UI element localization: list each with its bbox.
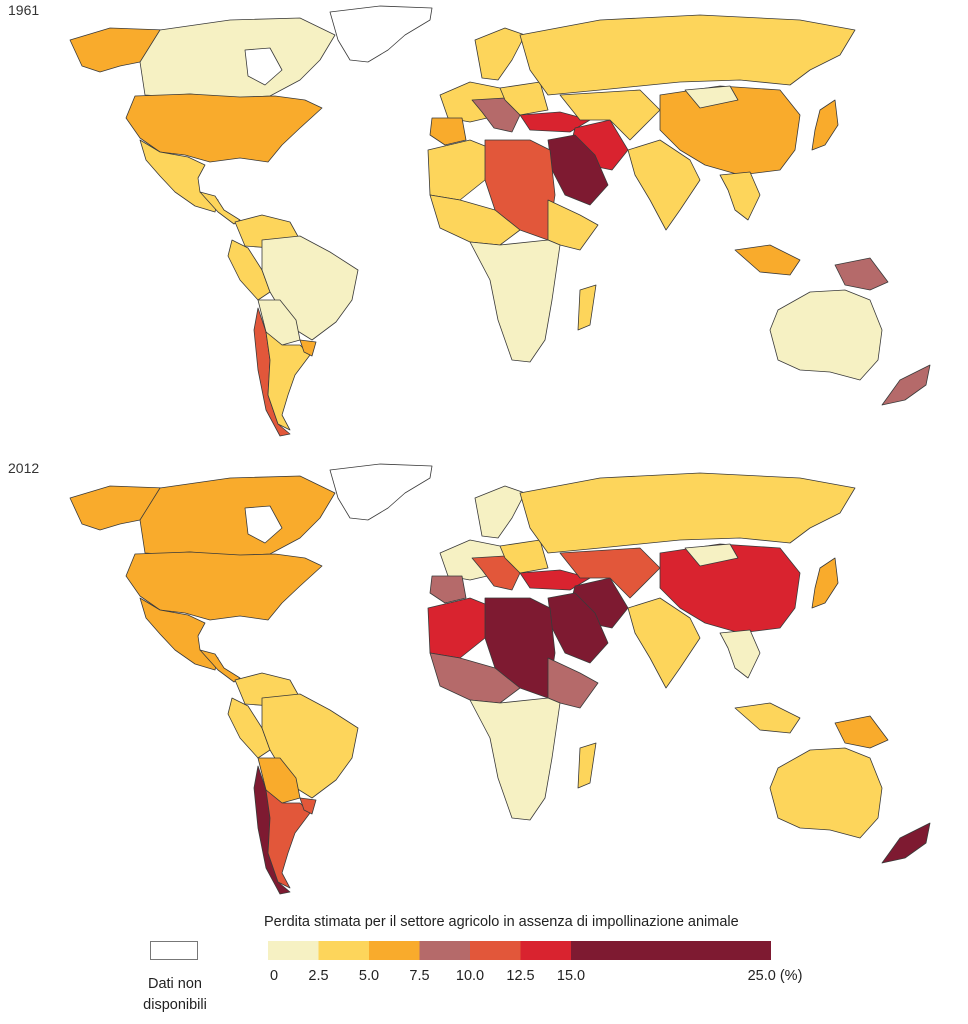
legend-swatch (520, 941, 571, 960)
legend-tick-label: 10.0 (455, 968, 485, 984)
legend-tick-label: 0 (269, 968, 279, 984)
region-japan (811, 557, 839, 609)
region-china (659, 543, 801, 634)
region-russia (519, 472, 856, 554)
europe-regions (429, 485, 549, 604)
map-panel-1961: 1961 (0, 0, 968, 445)
region-australia (769, 747, 883, 839)
region-central-asia (559, 89, 661, 141)
region-sahel (429, 194, 521, 246)
oceania-regions (769, 289, 931, 406)
region-canada (139, 17, 336, 99)
region-turkey-caucasus (519, 111, 591, 133)
region-usa (125, 93, 323, 163)
region-new-zealand (881, 364, 931, 406)
legend-color-scale (268, 941, 771, 960)
region-hudson-bay (244, 47, 283, 86)
legend-tick-label: 7.5 (409, 968, 430, 984)
no-data-label: Dati non disponibili (143, 976, 207, 1013)
south-america-regions (227, 672, 359, 895)
region-argentina (265, 331, 311, 431)
region-central-america (199, 191, 241, 225)
region-iberia (429, 575, 467, 604)
africa-regions (427, 139, 599, 363)
region-mongolia (684, 85, 739, 109)
region-uruguay (299, 339, 317, 357)
region-horn-of-africa (547, 657, 599, 709)
region-central-america (199, 649, 241, 683)
asia-regions (519, 14, 889, 291)
legend-tick-label: 2.5 (308, 968, 329, 984)
world-map-2012 (69, 463, 931, 895)
region-turkey-caucasus (519, 569, 591, 591)
asia-regions (519, 472, 889, 749)
region-mongolia (684, 543, 739, 567)
legend-swatch (369, 941, 420, 960)
no-data-swatch (150, 941, 198, 960)
region-north-africa-west (427, 597, 491, 659)
region-central-asia (559, 547, 661, 599)
region-eastern-europe (499, 81, 549, 116)
region-peru-ecuador (227, 239, 271, 301)
legend-swatch (419, 941, 470, 960)
legend-tick-label: 12.5 (506, 968, 535, 984)
legend-swatch (268, 941, 319, 960)
region-canada (139, 475, 336, 557)
region-sahel (429, 652, 521, 704)
legend-tick-label: 25.0 (%) (747, 968, 803, 984)
map-legend: Perdita stimata per il settore agricolo … (0, 905, 968, 1024)
region-argentina (265, 789, 311, 889)
region-scandinavia (474, 485, 526, 539)
panel-year-label: 2012 (8, 460, 40, 476)
legend-tick-label: 15.0 (556, 968, 586, 984)
region-australia (769, 289, 883, 381)
region-russia (519, 14, 856, 96)
region-arabia (547, 592, 609, 664)
legend-swatch (318, 941, 369, 960)
region-uruguay (299, 797, 317, 815)
map-panel-2012: 2012 (0, 458, 968, 903)
europe-regions (429, 27, 549, 146)
region-iberia (429, 117, 467, 146)
region-india (627, 139, 701, 231)
legend-swatch (470, 941, 521, 960)
region-peru-ecuador (227, 697, 271, 759)
world-map-1961 (69, 5, 931, 437)
legend-title: Perdita stimata per il settore agricolo … (264, 914, 739, 930)
region-greenland (329, 5, 433, 63)
region-indonesia (734, 702, 801, 734)
region-japan (811, 99, 839, 151)
region-new-guinea (834, 257, 889, 291)
africa-regions (427, 597, 599, 821)
region-southeast-asia (719, 171, 761, 221)
region-new-zealand (881, 822, 931, 864)
south-america-regions (227, 214, 359, 437)
region-hudson-bay (244, 505, 283, 544)
region-central-africa (469, 697, 561, 821)
region-new-guinea (834, 715, 889, 749)
region-madagascar (577, 742, 597, 789)
legend-swatch (571, 941, 771, 960)
panel-year-label: 1961 (8, 2, 40, 18)
region-arabia (547, 134, 609, 206)
region-scandinavia (474, 27, 526, 81)
region-north-africa-west (427, 139, 491, 201)
region-india (627, 597, 701, 689)
region-southeast-asia (719, 629, 761, 679)
region-eastern-europe (499, 539, 549, 574)
region-madagascar (577, 284, 597, 331)
region-greenland (329, 463, 433, 521)
legend-tick-label: 5.0 (358, 968, 380, 984)
north-america-regions (69, 5, 433, 225)
north-america-regions (69, 463, 433, 683)
region-indonesia (734, 244, 801, 276)
region-usa (125, 551, 323, 621)
region-central-africa (469, 239, 561, 363)
region-china (659, 85, 801, 176)
region-horn-of-africa (547, 199, 599, 251)
oceania-regions (769, 747, 931, 864)
